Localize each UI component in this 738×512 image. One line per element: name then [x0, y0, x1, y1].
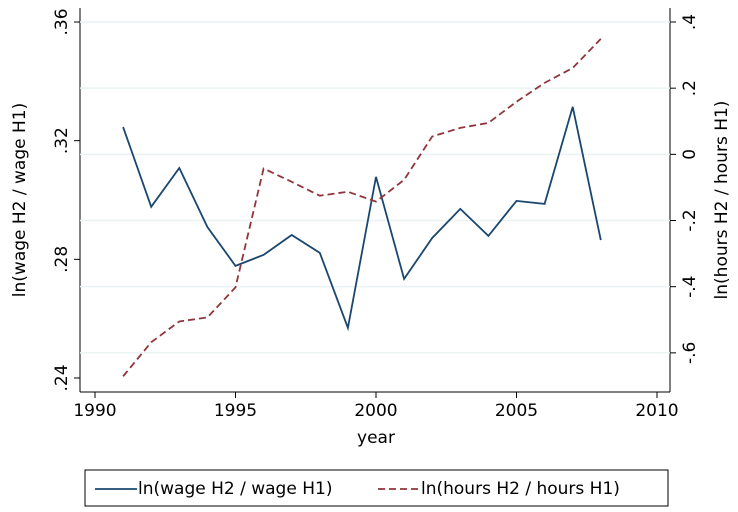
- y2-tick-label: .4: [680, 14, 700, 30]
- x-axis-title: year: [357, 428, 395, 448]
- legend-box: [84, 469, 669, 507]
- x-tick-label: 1990: [73, 401, 116, 421]
- x-tick-label: 2000: [354, 401, 397, 421]
- y2-tick-label: -.2: [680, 209, 700, 231]
- y2-tick-label: -.4: [680, 276, 700, 298]
- y-axis-title: ln(wage H2 / wage H1): [10, 103, 30, 297]
- x-tick-label: 2010: [635, 401, 678, 421]
- y2-tick-label: 0: [680, 149, 700, 160]
- y2-tick-label: .2: [680, 80, 700, 96]
- series-line: [122, 106, 602, 332]
- y-tick-label: .28: [52, 246, 72, 273]
- x-tick-label: 1995: [214, 401, 257, 421]
- legend-label: ln(wage H2 / wage H1): [138, 479, 332, 499]
- y2-axis-title: ln(hours H2 / hours H1): [712, 101, 732, 300]
- y2-tick-label: -.6: [680, 342, 700, 364]
- series-line: [122, 38, 602, 377]
- x-tick-label: 2005: [495, 401, 538, 421]
- legend-label: ln(hours H2 / hours H1): [421, 479, 620, 499]
- y-tick-label: .24: [52, 364, 72, 391]
- y-tick-label: .36: [52, 8, 72, 35]
- y-tick-label: .32: [52, 127, 72, 154]
